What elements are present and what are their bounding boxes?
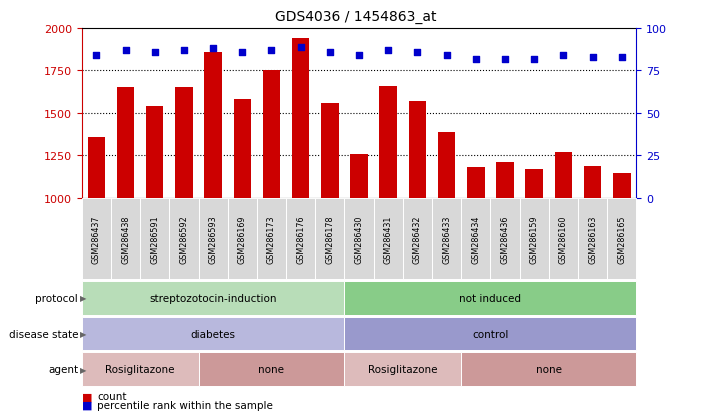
Point: [353, 53, 365, 59]
Text: GDS4036 / 1454863_at: GDS4036 / 1454863_at: [274, 10, 437, 24]
Bar: [584, 167, 602, 198]
Text: GSM286433: GSM286433: [442, 215, 451, 263]
Point: [383, 47, 394, 54]
Text: diabetes: diabetes: [191, 329, 235, 339]
Point: [266, 47, 277, 54]
Text: Rosiglitazone: Rosiglitazone: [368, 364, 437, 374]
Text: GSM286437: GSM286437: [92, 215, 101, 263]
Bar: [146, 107, 164, 198]
Point: [441, 53, 452, 59]
Point: [587, 55, 598, 61]
Text: ■: ■: [82, 392, 92, 401]
Bar: [467, 168, 485, 198]
Bar: [613, 174, 631, 198]
Text: GSM286169: GSM286169: [237, 215, 247, 263]
Text: GSM286430: GSM286430: [355, 215, 363, 263]
Point: [91, 53, 102, 59]
Text: GSM286163: GSM286163: [588, 215, 597, 263]
Bar: [409, 102, 426, 198]
Text: GSM286592: GSM286592: [179, 215, 188, 263]
Point: [470, 56, 481, 63]
Point: [178, 47, 190, 54]
Text: GSM286593: GSM286593: [208, 215, 218, 263]
Text: GSM286591: GSM286591: [150, 215, 159, 263]
Text: none: none: [536, 364, 562, 374]
Text: GSM286436: GSM286436: [501, 215, 510, 263]
Bar: [233, 100, 251, 198]
Text: disease state: disease state: [9, 329, 78, 339]
Bar: [117, 88, 134, 198]
Text: GSM286178: GSM286178: [326, 215, 334, 263]
Text: agent: agent: [48, 364, 78, 374]
Text: GSM286431: GSM286431: [384, 215, 392, 263]
Text: not induced: not induced: [459, 293, 521, 303]
Text: control: control: [472, 329, 508, 339]
Point: [149, 49, 161, 56]
Text: protocol: protocol: [36, 293, 78, 303]
Bar: [175, 88, 193, 198]
Bar: [525, 169, 543, 198]
Point: [412, 49, 423, 56]
Text: GSM286159: GSM286159: [530, 215, 539, 263]
Text: ■: ■: [82, 400, 92, 410]
Bar: [292, 39, 309, 198]
Text: GSM286432: GSM286432: [413, 215, 422, 263]
Point: [324, 49, 336, 56]
Text: ▶: ▶: [80, 294, 87, 303]
Text: none: none: [259, 364, 284, 374]
Text: GSM286434: GSM286434: [471, 215, 481, 263]
Bar: [438, 132, 455, 198]
Text: Rosiglitazone: Rosiglitazone: [105, 364, 175, 374]
Point: [528, 56, 540, 63]
Bar: [555, 152, 572, 198]
Bar: [496, 163, 514, 198]
Bar: [321, 103, 338, 198]
Text: ▶: ▶: [80, 365, 87, 374]
Point: [120, 47, 132, 54]
Point: [237, 49, 248, 56]
Text: GSM286160: GSM286160: [559, 215, 568, 263]
Text: GSM286173: GSM286173: [267, 215, 276, 263]
Text: percentile rank within the sample: percentile rank within the sample: [97, 400, 273, 410]
Bar: [87, 137, 105, 198]
Text: ▶: ▶: [80, 329, 87, 338]
Text: GSM286165: GSM286165: [617, 215, 626, 263]
Text: count: count: [97, 392, 127, 401]
Point: [557, 53, 569, 59]
Text: GSM286438: GSM286438: [121, 215, 130, 263]
Point: [499, 56, 510, 63]
Bar: [204, 52, 222, 198]
Bar: [263, 71, 280, 198]
Bar: [380, 86, 397, 198]
Point: [295, 44, 306, 51]
Point: [616, 55, 627, 61]
Point: [208, 46, 219, 52]
Text: streptozotocin-induction: streptozotocin-induction: [149, 293, 277, 303]
Text: GSM286176: GSM286176: [296, 215, 305, 263]
Bar: [351, 154, 368, 198]
